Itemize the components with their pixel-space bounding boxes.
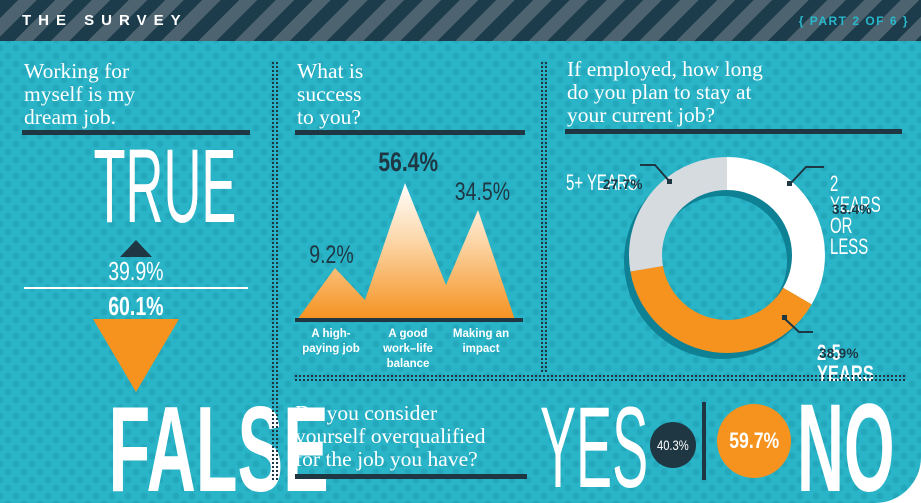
label-five-plus-wrap: 5+ YEARS [566, 152, 671, 194]
part-indicator: { PART 2 OF 6 } [798, 13, 909, 28]
stay-donut-ring [629, 157, 825, 354]
dream-job-question: Working for myself is my dream job. [24, 59, 136, 130]
label-two-or-less: 2 YEARS OR LESS [830, 170, 881, 259]
success-mountain-chart [297, 183, 515, 320]
vertical-divider-right [541, 62, 547, 372]
stay-rule [565, 129, 902, 134]
yes-label: YES [540, 384, 649, 503]
stay-donut-chart [629, 157, 825, 354]
value-two-or-less: 33.4% [832, 202, 872, 217]
label-two-to-five: 2-5 YEARS [817, 339, 874, 386]
false-label-wrap: FALSE [22, 388, 328, 503]
no-label-wrap: NO [797, 379, 921, 503]
false-label: FALSE [108, 381, 329, 503]
donut-segment-2-5-years [629, 157, 825, 353]
label-impact: Making an impact [452, 328, 510, 355]
label-two-to-five-wrap: 2-5 YEARS [817, 322, 921, 385]
overqualified-rule [295, 474, 527, 479]
pct-work-life: 56.4% [378, 147, 439, 177]
false-arrow-down-icon [93, 319, 179, 392]
no-label: NO [797, 379, 895, 503]
vertical-divider-left [272, 62, 278, 480]
yes-value-badge: 40.3% [650, 422, 696, 468]
success-question: What is success to you? [297, 59, 364, 130]
false-value: 60.1% [108, 291, 164, 321]
value-two-to-five: 38.9% [819, 346, 859, 361]
pct-impact: 34.5% [454, 178, 510, 206]
mountain-baseline [295, 318, 523, 322]
no-value-badge: 59.7% [717, 404, 791, 478]
label-high-paying: A high- paying job [302, 328, 360, 355]
true-label: TRUE [93, 128, 237, 245]
header-band: THE SURVEY { PART 2 OF 6 } [0, 0, 921, 41]
pct-high-paying: 9.2% [308, 241, 354, 269]
horizontal-divider [295, 375, 905, 381]
label-five-plus: 5+ YEARS [566, 169, 638, 195]
success-rule [295, 130, 525, 135]
yes-label-wrap: YES [540, 384, 770, 503]
yes-no-divider-line [702, 402, 706, 480]
mountain-shape [297, 183, 515, 320]
true-label-wrap: TRUE [22, 128, 250, 245]
label-work-life: A good work–life balance [383, 328, 433, 370]
dream-job-rule [22, 130, 250, 135]
true-arrow-up-icon [120, 240, 152, 257]
pct-work-life-wrap: 56.4% [370, 147, 446, 178]
true-value-wrap: 39.9% [22, 258, 250, 284]
page-title: THE SURVEY [22, 12, 188, 29]
pct-high-paying-wrap: 9.2% [295, 241, 367, 270]
stay-question: If employed, how long do you plan to sta… [567, 57, 763, 128]
true-value: 39.9% [108, 256, 164, 286]
false-value-wrap: 60.1% [22, 293, 250, 319]
donut-segment-5+-years [629, 157, 825, 354]
pct-impact-wrap: 34.5% [446, 178, 518, 207]
no-value: 59.7% [729, 428, 779, 453]
overqualified-question: Do you consider yourself overqualified f… [295, 401, 486, 472]
true-false-divider-line [24, 287, 248, 289]
label-two-or-less-wrap: 2 YEARS OR LESS [830, 153, 921, 257]
yes-value: 40.3% [657, 437, 689, 453]
value-five-plus: 27.7% [603, 177, 643, 192]
